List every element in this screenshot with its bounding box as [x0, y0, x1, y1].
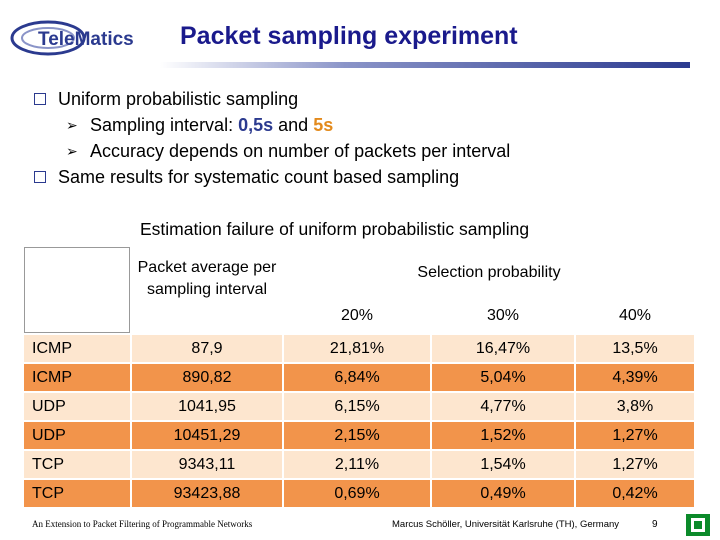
table-row: ICMP 87,9 21,81% 16,47% 13,5%	[24, 335, 694, 362]
bullet-text: Uniform probabilistic sampling	[58, 89, 299, 109]
cell-prob-40: 0,42%	[576, 480, 694, 507]
cell-prob-20: 6,15%	[284, 393, 430, 420]
cell-prob-30: 4,77%	[432, 393, 574, 420]
bullet-list: Uniform probabilistic sampling ➢ Samplin…	[34, 86, 694, 190]
cell-prob-30: 1,52%	[432, 422, 574, 449]
bullet-item: Same results for systematic count based …	[34, 164, 694, 190]
cell-protocol: TCP	[24, 480, 130, 507]
header-selection-probability: Selection probability	[417, 264, 561, 281]
table-row: UDP 1041,95 6,15% 4,77% 3,8%	[24, 393, 694, 420]
title-underline	[160, 62, 690, 68]
cell-prob-20: 0,69%	[284, 480, 430, 507]
svg-text:TeleMatics: TeleMatics	[38, 29, 134, 50]
cell-prob-30: 16,47%	[432, 335, 574, 362]
sub-bullet-text: and	[278, 115, 309, 135]
table-row: ICMP 890,82 6,84% 5,04% 4,39%	[24, 364, 694, 391]
cell-prob-20: 2,15%	[284, 422, 430, 449]
cell-packet-average: 1041,95	[132, 393, 282, 420]
table-row: UDP 10451,29 2,15% 1,52% 1,27%	[24, 422, 694, 449]
interval-value-b: 5s	[313, 115, 334, 135]
nav-square-icon[interactable]	[684, 512, 712, 538]
bullet-text: Same results for systematic count based …	[58, 167, 460, 187]
cell-prob-20: 21,81%	[284, 335, 430, 362]
results-table: Packet average per sampling interval Sel…	[24, 247, 694, 507]
sub-bullet-item: ➢ Accuracy depends on number of packets …	[34, 138, 694, 164]
sub-bullet-item: ➢ Sampling interval: 0,5s and 5s	[34, 112, 694, 138]
header-packet-average: Packet average per sampling interval	[132, 247, 282, 333]
header-prob-30: 30%	[486, 307, 520, 324]
checkbox-square-icon	[34, 171, 46, 183]
cell-prob-20: 6,84%	[284, 364, 430, 391]
footer-title: An Extension to Packet Filtering of Prog…	[32, 519, 253, 529]
cell-packet-average: 93423,88	[132, 480, 282, 507]
cell-prob-40: 3,8%	[576, 393, 694, 420]
page-number: 9	[652, 519, 658, 530]
cell-protocol: UDP	[24, 393, 130, 420]
cell-protocol: UDP	[24, 422, 130, 449]
table-row: TCP 9343,11 2,11% 1,54% 1,27%	[24, 451, 694, 478]
cell-prob-40: 1,27%	[576, 422, 694, 449]
bullet-item: Uniform probabilistic sampling	[34, 86, 694, 112]
cell-packet-average: 10451,29	[132, 422, 282, 449]
telematics-logo: TeleMatics	[10, 20, 134, 56]
cell-protocol: ICMP	[24, 335, 130, 362]
interval-value-a: 0,5s	[238, 115, 274, 135]
cell-prob-20: 2,11%	[284, 451, 430, 478]
cell-protocol: ICMP	[24, 364, 130, 391]
checkbox-square-icon	[34, 93, 46, 105]
arrow-right-icon: ➢	[66, 143, 78, 159]
cell-prob-40: 1,27%	[576, 451, 694, 478]
header-prob-20: 20%	[340, 307, 374, 324]
arrow-right-icon: ➢	[66, 117, 78, 133]
cell-prob-30: 1,54%	[432, 451, 574, 478]
cell-prob-30: 5,04%	[432, 364, 574, 391]
cell-packet-average: 9343,11	[132, 451, 282, 478]
table-header: Packet average per sampling interval Sel…	[24, 247, 694, 333]
sub-bullet-text: Accuracy depends on number of packets pe…	[90, 141, 511, 161]
table-caption: Estimation failure of uniform probabilis…	[140, 219, 530, 239]
cell-packet-average: 890,82	[132, 364, 282, 391]
table-row: TCP 93423,88 0,69% 0,49% 0,42%	[24, 480, 694, 507]
cell-protocol: TCP	[24, 451, 130, 478]
cell-prob-30: 0,49%	[432, 480, 574, 507]
page-title: Packet sampling experiment	[180, 22, 518, 50]
cell-prob-40: 13,5%	[576, 335, 694, 362]
sub-bullet-text: Sampling interval:	[90, 115, 234, 135]
header-prob-40: 40%	[618, 307, 652, 324]
cell-prob-40: 4,39%	[576, 364, 694, 391]
header-empty-cell	[24, 247, 130, 333]
footer-author: Marcus Schöller, Universität Karlsruhe (…	[392, 519, 620, 530]
cell-packet-average: 87,9	[132, 335, 282, 362]
